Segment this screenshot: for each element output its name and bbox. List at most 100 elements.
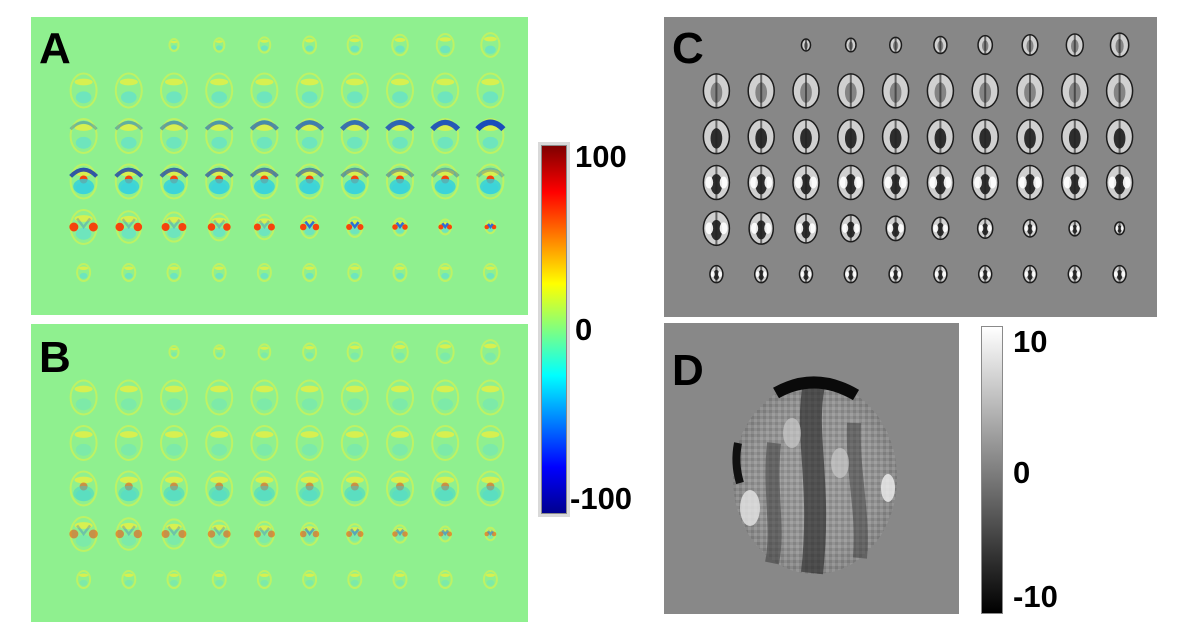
slice-thumbnail bbox=[340, 379, 369, 416]
slice-thumbnail bbox=[885, 215, 906, 242]
slice-thumbnail bbox=[205, 425, 234, 461]
gray-colorbar-tick-min: -10 bbox=[1013, 579, 1058, 614]
slice-thumbnail bbox=[69, 470, 98, 507]
slice-thumbnail bbox=[1061, 73, 1089, 109]
slice-thumbnail bbox=[747, 118, 775, 155]
slice-thumbnail bbox=[800, 38, 812, 52]
slice-thumbnail bbox=[386, 379, 414, 416]
slice-thumbnail bbox=[482, 570, 498, 589]
slice-thumbnail bbox=[211, 263, 227, 282]
slice-thumbnail bbox=[1022, 264, 1038, 284]
slice-thumbnail bbox=[1068, 220, 1082, 237]
slice-thumbnail bbox=[294, 118, 325, 154]
panel-a-slices bbox=[69, 32, 506, 282]
slice-thumbnail bbox=[257, 343, 272, 361]
slice-thumbnail bbox=[431, 379, 460, 416]
slice-thumbnail bbox=[205, 379, 234, 416]
slice-thumbnail bbox=[438, 525, 453, 543]
slice-thumbnail bbox=[115, 517, 143, 551]
slice-thumbnail bbox=[753, 264, 769, 284]
slice-thumbnail bbox=[114, 379, 143, 416]
slice-thumbnail bbox=[702, 73, 731, 109]
slice-thumbnail bbox=[926, 164, 955, 201]
slice-thumbnail bbox=[1016, 73, 1044, 109]
slice-thumbnail bbox=[249, 118, 279, 154]
slice-thumbnail bbox=[211, 570, 227, 589]
slice-thumbnail bbox=[295, 379, 324, 416]
slice-thumbnail bbox=[161, 518, 187, 550]
slice-thumbnail bbox=[475, 118, 506, 154]
slice-thumbnail bbox=[160, 72, 188, 109]
slice-thumbnail bbox=[392, 524, 408, 544]
slice-thumbnail bbox=[1061, 164, 1089, 201]
slice-thumbnail bbox=[1065, 33, 1084, 57]
slice-thumbnail bbox=[69, 516, 98, 552]
slice-thumbnail bbox=[250, 379, 279, 416]
slice-thumbnail bbox=[837, 118, 865, 155]
slice-thumbnail bbox=[1021, 34, 1039, 56]
slice-thumbnail bbox=[166, 570, 182, 589]
slice-thumbnail bbox=[1114, 221, 1126, 236]
slice-thumbnail bbox=[295, 72, 324, 109]
slice-thumbnail bbox=[977, 264, 993, 284]
slice-thumbnail bbox=[435, 339, 455, 365]
slice-thumbnail bbox=[391, 33, 409, 57]
panel-b-slices bbox=[69, 339, 505, 589]
slice-thumbnail bbox=[971, 73, 999, 109]
gray-colorbar-tick-max: 10 bbox=[1013, 324, 1048, 359]
slice-thumbnail bbox=[702, 118, 731, 155]
slice-thumbnail bbox=[69, 163, 99, 200]
slice-thumbnail bbox=[160, 379, 188, 416]
slice-thumbnail bbox=[976, 217, 994, 239]
slice-thumbnail bbox=[391, 340, 409, 364]
slice-thumbnail bbox=[747, 73, 775, 109]
slice-thumbnail bbox=[121, 263, 137, 282]
slice-thumbnail bbox=[207, 519, 231, 549]
slice-thumbnail bbox=[159, 118, 189, 154]
slice-thumbnail bbox=[207, 212, 231, 242]
slice-thumbnail bbox=[1105, 73, 1134, 109]
slice-thumbnail bbox=[926, 118, 955, 155]
slice-thumbnail bbox=[253, 520, 275, 548]
panel-c-slice-grid: C bbox=[664, 17, 1157, 317]
slice-thumbnail bbox=[837, 73, 865, 109]
slice-thumbnail bbox=[205, 72, 234, 109]
panel-c-label: C bbox=[672, 24, 704, 73]
slice-thumbnail bbox=[392, 570, 408, 589]
slice-thumbnail bbox=[69, 209, 98, 245]
slice-thumbnail bbox=[933, 35, 948, 55]
slice-thumbnail bbox=[299, 521, 320, 547]
slice-thumbnail bbox=[476, 425, 505, 461]
slice-thumbnail bbox=[476, 72, 505, 109]
slice-thumbnail bbox=[1016, 164, 1044, 201]
panel-c-slices bbox=[702, 32, 1134, 284]
slice-thumbnail bbox=[484, 526, 497, 542]
slice-thumbnail bbox=[476, 379, 505, 416]
slice-thumbnail bbox=[437, 263, 453, 282]
slice-thumbnail bbox=[121, 570, 137, 589]
slice-thumbnail bbox=[792, 118, 820, 155]
slice-thumbnail bbox=[253, 213, 275, 241]
jet-colorbar-tick-max: 100 bbox=[575, 139, 627, 174]
slice-thumbnail bbox=[347, 570, 363, 589]
slice-thumbnail bbox=[166, 263, 182, 282]
slice-thumbnail bbox=[888, 264, 903, 284]
brain-axial-slice-image bbox=[732, 376, 897, 575]
jet-colorbar-tick-min: -100 bbox=[570, 481, 633, 516]
slice-thumbnail bbox=[213, 344, 226, 360]
slice-thumbnail bbox=[340, 425, 369, 461]
slice-thumbnail bbox=[484, 219, 497, 235]
slice-thumbnail bbox=[430, 118, 461, 154]
slice-thumbnail bbox=[889, 36, 903, 54]
jet-colorbar-tick-zero: 0 bbox=[575, 312, 593, 347]
slice-thumbnail bbox=[431, 72, 460, 109]
slice-thumbnail bbox=[340, 470, 369, 507]
slice-thumbnail bbox=[386, 72, 414, 109]
slice-thumbnail bbox=[161, 211, 187, 243]
slice-thumbnail bbox=[475, 163, 505, 200]
slice-thumbnail bbox=[702, 164, 731, 201]
slice-thumbnail bbox=[482, 263, 498, 282]
slice-thumbnail bbox=[843, 264, 859, 284]
slice-thumbnail bbox=[69, 72, 98, 109]
slice-thumbnail bbox=[1112, 264, 1127, 284]
